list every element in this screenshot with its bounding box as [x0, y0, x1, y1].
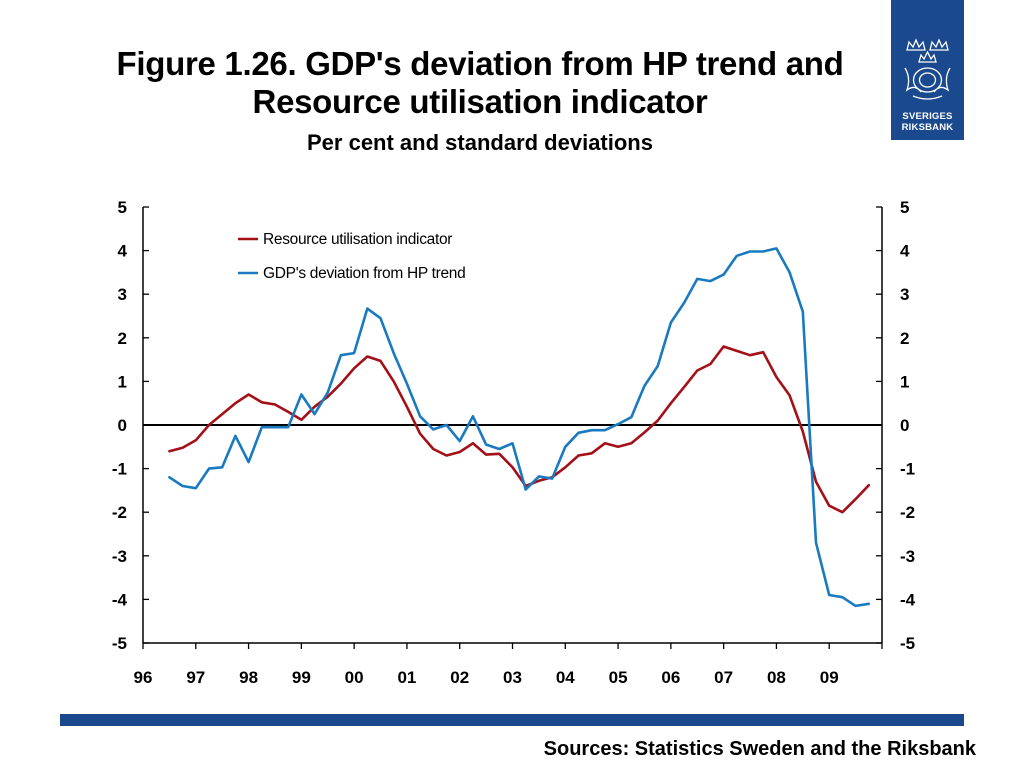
source-note: Sources: Statistics Sweden and the Riksb…	[543, 738, 976, 760]
y-tick-label-left: 4	[118, 242, 128, 261]
y-tick-label-right: -1	[900, 460, 915, 479]
y-tick-label-right: 0	[900, 416, 909, 435]
x-tick-label: 01	[397, 668, 416, 687]
x-tick-label: 02	[450, 668, 469, 687]
x-tick-label: 00	[345, 668, 364, 687]
x-tick-label: 99	[292, 668, 311, 687]
x-tick-label: 97	[186, 668, 205, 687]
legend-label: Resource utilisation indicator	[263, 231, 452, 248]
chart-title-line-1: Figure 1.26. GDP's deviation from HP tre…	[116, 45, 844, 82]
y-tick-label-left: 1	[118, 372, 127, 391]
y-tick-label-right: 4	[900, 242, 910, 261]
chart-title-line-2: Resource utilisation indicator	[252, 83, 708, 120]
y-tick-label-left: 3	[118, 285, 127, 304]
x-tick-label: 07	[714, 668, 733, 687]
x-tick-label: 03	[503, 668, 522, 687]
y-tick-label-left: 2	[118, 329, 127, 348]
y-tick-label-left: 5	[118, 198, 127, 217]
y-tick-label-right: 2	[900, 329, 909, 348]
legend-label: GDP's deviation from HP trend	[263, 265, 465, 282]
y-tick-label-right: -5	[900, 634, 915, 653]
chart-legend: Resource utilisation indicator GDP's devi…	[176, 224, 516, 286]
line-chart: -5 -5-4 -4-3 -3-2 -2-1 -10 01 12 23 34 45 596 97 98 99…	[112, 198, 916, 687]
chart-series	[168, 247, 871, 608]
x-tick-label: 96	[134, 668, 153, 687]
y-tick-label-right: 5	[900, 198, 909, 217]
x-tick-label: 05	[609, 668, 628, 687]
chart-title: Figure 1.26. GDP's deviation from HP tre…	[40, 45, 920, 121]
y-tick-label-right: 3	[900, 285, 909, 304]
y-tick-label-right: -3	[900, 547, 915, 566]
x-tick-label: 09	[820, 668, 839, 687]
x-tick-label: 06	[661, 668, 680, 687]
crown-emblem-icon	[904, 38, 951, 100]
chart-subtitle: Per cent and standard deviations	[307, 130, 653, 155]
y-tick-label-left: -4	[112, 590, 128, 609]
y-tick-label-left: -3	[112, 547, 127, 566]
y-tick-label-right: -4	[900, 590, 916, 609]
series-line-resource-utilisation	[168, 345, 871, 514]
y-tick-label-left: -2	[112, 503, 127, 522]
y-tick-label-right: -2	[900, 503, 915, 522]
logo-text-riksbank: RIKSBANK	[901, 122, 954, 133]
y-tick-label-left: -1	[112, 460, 127, 479]
x-tick-label: 04	[556, 668, 575, 687]
y-tick-label-left: -5	[112, 634, 127, 653]
y-tick-label-left: 0	[118, 416, 127, 435]
series-line-gdp-deviation	[168, 247, 871, 608]
logo-text-sveriges: SVERIGES	[902, 111, 953, 122]
footer-bar	[60, 714, 964, 726]
x-tick-label: 08	[767, 668, 786, 687]
riksbank-logo: SVERIGES RIKSBANK	[891, 0, 964, 140]
x-tick-label: 98	[239, 668, 258, 687]
y-tick-label-right: 1	[900, 372, 909, 391]
chart-axes: -5 -5-4 -4-3 -3-2 -2-1 -10 01 12 23 34 45 596 97 98 99…	[112, 198, 916, 687]
legend-background	[176, 224, 516, 286]
